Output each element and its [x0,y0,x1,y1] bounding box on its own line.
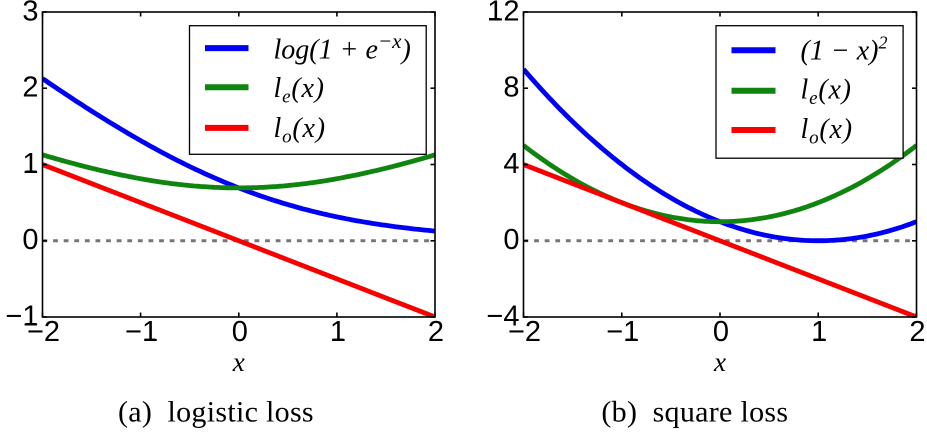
svg-text:le(x): le(x) [274,73,325,108]
svg-text:(1 − x)2: (1 − x)2 [801,32,888,66]
svg-text:le(x): le(x) [801,74,852,109]
svg-text:−2: −2 [27,316,60,348]
svg-text:−1: −1 [5,300,38,332]
svg-text:12: 12 [487,0,519,27]
svg-text:0: 0 [503,224,519,256]
svg-text:2: 2 [909,316,925,348]
svg-text:−4: −4 [486,300,519,332]
svg-text:−1: −1 [606,316,639,348]
svg-text:0: 0 [22,224,38,256]
svg-text:1: 1 [22,148,38,180]
svg-text:lo(x): lo(x) [801,114,853,149]
svg-text:x: x [713,347,726,377]
svg-text:lo(x): lo(x) [274,113,326,148]
svg-text:2: 2 [428,316,444,348]
svg-text:−2: −2 [508,316,541,348]
svg-text:4: 4 [503,148,519,180]
svg-text:1: 1 [330,316,346,348]
svg-text:8: 8 [503,72,519,104]
svg-text:x: x [232,347,245,377]
svg-text:0: 0 [232,316,248,348]
svg-text:1: 1 [811,316,827,348]
svg-text:3: 3 [22,0,38,27]
svg-text:0: 0 [713,316,729,348]
svg-text:−1: −1 [125,316,158,348]
svg-text:(b) square loss: (b) square loss [601,396,788,429]
svg-text:(a) logistic loss: (a) logistic loss [118,396,314,429]
svg-text:2: 2 [22,72,38,104]
